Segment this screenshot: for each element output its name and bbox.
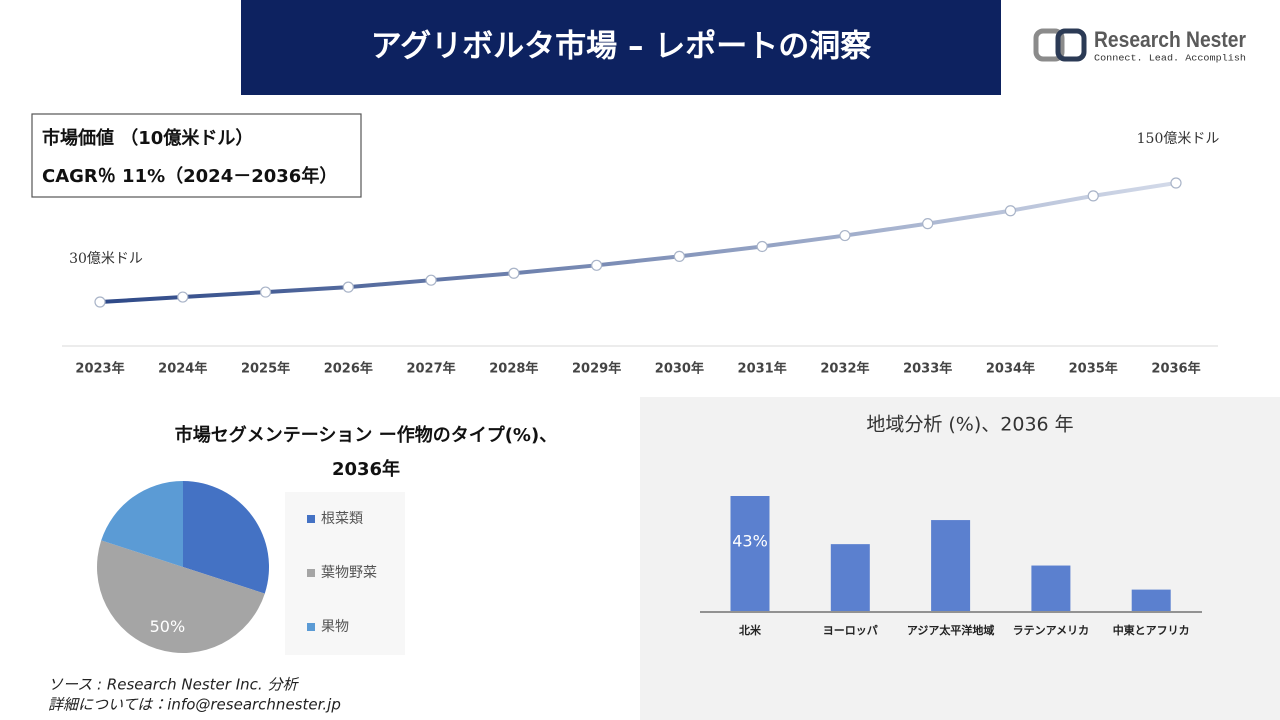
line-point: [756, 240, 768, 253]
line-point: [673, 250, 685, 262]
line-point: [591, 259, 603, 271]
pie-slice: [97, 540, 265, 653]
x-tick-label: 2023年: [75, 361, 124, 377]
x-tick-label: 2033年: [903, 361, 952, 377]
line-point: [94, 296, 106, 308]
x-tick-label: ヨーロッパ: [823, 624, 878, 637]
line-point: [177, 291, 189, 303]
bar: [931, 520, 971, 611]
x-tick-label: 2035年: [1069, 361, 1118, 377]
legend-label: 根菜類: [321, 511, 363, 527]
x-tick-label: 2028年: [489, 361, 538, 377]
legend-swatch: [307, 515, 315, 523]
bar: [830, 544, 870, 611]
info-box: [31, 113, 362, 198]
x-tick-label: 2032年: [820, 361, 869, 377]
legend-label: 果物: [321, 619, 349, 635]
value-label: 43%: [732, 532, 768, 551]
x-tick-label: 北米: [739, 623, 762, 637]
bar: [730, 496, 770, 611]
info-line: CAGR％ 11%（2024－2036年）: [42, 165, 337, 187]
x-tick-label: 中東とアフリカ: [1113, 623, 1190, 637]
pie-slice: [101, 480, 183, 567]
logo-icon: [1055, 28, 1087, 62]
line-point: [508, 267, 520, 279]
legend-label: 葉物野菜: [321, 565, 377, 581]
legend-swatch: [307, 569, 315, 577]
line-point: [342, 281, 354, 293]
x-tick-label: 2027年: [406, 361, 455, 377]
line-point: [1170, 177, 1182, 189]
x-tick-label: 2036年: [1151, 361, 1200, 377]
x-tick-label: 2024年: [158, 361, 207, 377]
title-banner: [241, 0, 1001, 95]
x-tick-label: アジア太平洋地域: [907, 623, 995, 637]
x-tick-label: 2029年: [572, 361, 621, 377]
source-note: 詳細については：info@researchnester.jp: [48, 696, 341, 714]
x-tick-label: 2025年: [241, 361, 290, 377]
legend-swatch: [307, 623, 315, 631]
page-title: アグリボルタ市場 – レポートの洞察: [371, 29, 872, 65]
logo-name: Research Nester: [1094, 27, 1246, 52]
pie-chart-title: 市場セグメンテーション ー作物のタイプ(%)、: [175, 424, 557, 446]
logo: Research Nester Connect. Lead. Accomplis…: [1033, 27, 1246, 63]
x-tick-label: 2030年: [655, 361, 704, 377]
bar: [1031, 565, 1071, 611]
source-note: ソース : Research Nester Inc. 分析: [48, 676, 299, 694]
pie-slice: [183, 481, 269, 594]
bar-chart-title: 地域分析 (%)、2036 年: [866, 414, 1073, 436]
pie-chart-title: 2036年: [332, 458, 400, 480]
x-tick-label: 2034年: [986, 361, 1035, 377]
line-point: [425, 274, 437, 286]
logo-icon: [1033, 28, 1065, 62]
line-point: [922, 218, 934, 230]
line-series: [99, 181, 1177, 304]
x-tick-label: 2026年: [324, 361, 373, 377]
line-point: [259, 286, 272, 298]
line-point: [1004, 205, 1017, 217]
line-point: [839, 229, 851, 242]
value-label: 50%: [150, 617, 186, 636]
value-label: 150億米ドル: [1137, 131, 1220, 147]
line-point: [1087, 190, 1099, 202]
x-tick-label: ラテンアメリカ: [1013, 624, 1089, 637]
x-tick-label: 2031年: [738, 361, 787, 377]
info-line: 市場価値 （10億米ドル）: [42, 127, 253, 149]
legend-box: [285, 492, 405, 655]
logo-tagline: Connect. Lead. Accomplish: [1094, 53, 1246, 63]
bar: [1131, 589, 1171, 611]
value-label: 30億米ドル: [69, 251, 143, 267]
